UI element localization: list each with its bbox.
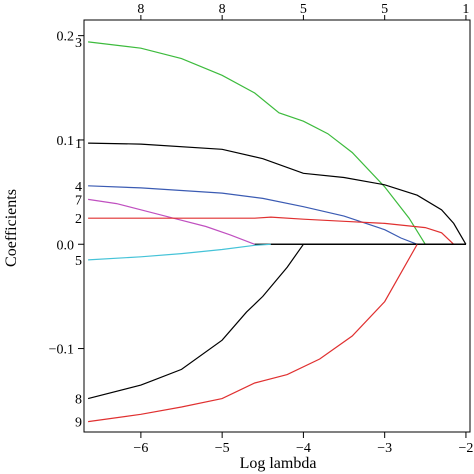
x-axis-title: Log lambda: [240, 455, 317, 472]
series-label-4: 4: [75, 180, 82, 195]
x-tick-label: −2: [458, 441, 473, 456]
series-line-7: [88, 198, 255, 245]
series-line-3: [88, 41, 426, 245]
y-tick-label: −0.1: [49, 343, 74, 358]
series-line-8: [87, 243, 304, 400]
top-tick-label: 1: [462, 2, 469, 17]
x-tick-label: −6: [133, 441, 148, 456]
x-tick-label: −4: [296, 441, 311, 456]
x-axis: −6 −5 −4 −3 −2: [133, 432, 473, 456]
series-label-2: 2: [75, 212, 82, 227]
series-line-1: [88, 142, 467, 245]
top-tick-label: 5: [381, 2, 388, 17]
series-labels: 3 1 47 2 5 8 9: [75, 36, 82, 431]
series-label-3: 3: [75, 36, 82, 51]
x-tick-label: −5: [215, 441, 230, 456]
y-axis: −0.1 0.0 0.1 0.2: [49, 30, 84, 358]
top-tick-label: 8: [137, 2, 144, 17]
y-tick-label: 0.0: [57, 238, 75, 253]
coefficient-lines: [87, 41, 467, 423]
series-label-5: 5: [75, 254, 82, 269]
series-line-2: [88, 216, 455, 245]
series-label-1: 1: [75, 137, 82, 152]
series-line-5: [88, 243, 271, 261]
y-axis-title: Coefficients: [3, 189, 20, 267]
y-tick-label: 0.2: [57, 30, 75, 45]
y-tick-label: 0.1: [57, 134, 75, 149]
plot-frame: [83, 19, 471, 433]
series-line-9: [88, 244, 418, 423]
top-tick-label: 5: [300, 2, 307, 17]
series-label-7: 7: [75, 193, 82, 208]
x-tick-label: −3: [377, 441, 392, 456]
top-tick-label: 8: [219, 2, 226, 17]
series-label-8: 8: [75, 393, 82, 408]
top-axis: 8 8 5 5 1: [137, 2, 469, 20]
series-label-9: 9: [75, 416, 82, 431]
series-line-4: [88, 185, 418, 245]
